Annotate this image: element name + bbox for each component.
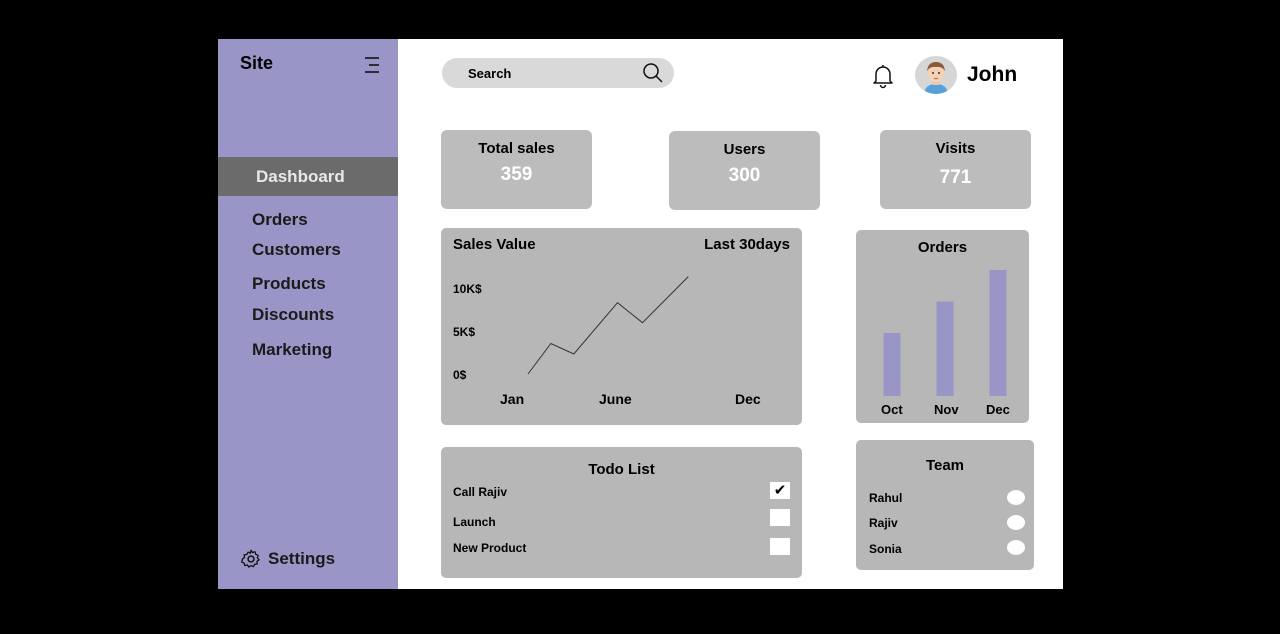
stat-card-total-sales: Total sales 359 xyxy=(441,130,592,209)
orders-bar-oct xyxy=(883,333,901,396)
settings-link[interactable]: Settings xyxy=(240,548,335,570)
bar-category-label: Nov xyxy=(934,402,959,417)
bar-category-label: Dec xyxy=(986,402,1010,417)
stat-value: 771 xyxy=(939,167,972,188)
brand-logo: Site xyxy=(240,53,274,73)
team-member-name: Rajiv xyxy=(869,516,898,530)
sales-series-line xyxy=(527,276,689,375)
settings-label: Settings xyxy=(268,549,336,568)
avatar[interactable] xyxy=(915,56,957,94)
y-tick-label: 5K$ xyxy=(453,325,476,339)
orders-bar-chart xyxy=(883,270,1007,396)
team-member-status-toggle[interactable] xyxy=(1007,490,1025,505)
app-window: Site Dashboard Orders Customers Products… xyxy=(218,39,1063,589)
orders-chart-title: Orders xyxy=(917,239,968,256)
todo-list-card: Todo List Call Rajiv ✔ Launch New Produc… xyxy=(441,447,802,578)
team-card: Team Rahul Rajiv Sonia xyxy=(856,440,1034,570)
sales-value-card: Sales Value Last 30days 10K$ 5K$ 0$ Jan … xyxy=(441,228,802,425)
stat-card-visits: Visits 771 xyxy=(880,130,1031,209)
todo-checkbox[interactable] xyxy=(770,538,790,555)
sidebar-item-orders[interactable]: Orders xyxy=(252,210,308,229)
search-placeholder: Search xyxy=(468,66,512,81)
bar-category-label: Oct xyxy=(881,402,903,417)
hamburger-menu-icon[interactable] xyxy=(362,55,382,75)
stat-value: 300 xyxy=(728,165,761,186)
team-member-status-toggle[interactable] xyxy=(1007,540,1025,555)
orders-bar-nov xyxy=(936,301,954,396)
orders-card: Orders Oct Nov Dec xyxy=(856,230,1029,423)
user-name[interactable]: John xyxy=(967,63,1018,86)
sales-chart-title: Sales Value xyxy=(453,236,536,253)
sales-chart-range[interactable]: Last 30days xyxy=(704,236,790,253)
orders-bar-dec xyxy=(989,270,1007,396)
team-title: Team xyxy=(925,457,965,474)
x-tick-label: Dec xyxy=(735,391,761,407)
sidebar-item-products[interactable]: Products xyxy=(252,274,326,293)
x-tick-label: Jan xyxy=(500,391,525,407)
stat-value: 359 xyxy=(500,164,533,185)
stat-label: Visits xyxy=(935,140,976,157)
stat-label: Total sales xyxy=(478,140,555,157)
gear-icon xyxy=(241,549,260,568)
todo-checkbox[interactable] xyxy=(770,509,790,526)
search-input[interactable]: Search xyxy=(442,58,674,88)
stat-card-users: Users 300 xyxy=(669,131,820,210)
user-avatar-icon xyxy=(924,62,948,94)
team-member-name: Rahul xyxy=(869,491,903,505)
todo-item-label: New Product xyxy=(453,541,527,555)
todo-checkbox[interactable]: ✔ xyxy=(770,482,790,499)
team-member-name: Sonia xyxy=(869,542,902,556)
search-icon[interactable] xyxy=(642,62,664,84)
y-tick-label: 0$ xyxy=(453,368,467,382)
x-tick-label: June xyxy=(599,391,632,407)
sidebar-item-discounts[interactable]: Discounts xyxy=(252,305,335,324)
stat-label: Users xyxy=(723,141,766,158)
y-tick-label: 10K$ xyxy=(453,282,482,296)
team-member-status-toggle[interactable] xyxy=(1007,515,1025,530)
todo-item-label: Call Rajiv xyxy=(453,485,508,499)
sidebar-item-marketing[interactable]: Marketing xyxy=(252,340,333,359)
todo-title: Todo List xyxy=(588,461,655,478)
todo-item-label: Launch xyxy=(453,515,496,529)
sidebar-item-dashboard[interactable]: Dashboard xyxy=(218,157,398,196)
sidebar-item-customers[interactable]: Customers xyxy=(252,240,341,259)
sales-line-chart xyxy=(527,276,689,375)
sidebar: Site Dashboard Orders Customers Products… xyxy=(218,39,398,589)
bell-icon[interactable] xyxy=(870,63,896,89)
